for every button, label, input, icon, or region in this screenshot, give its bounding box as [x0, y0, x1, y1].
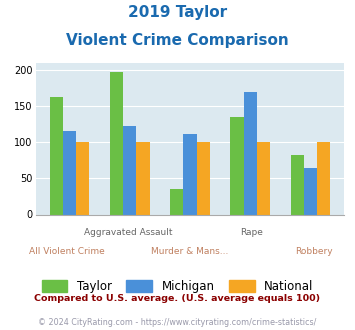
Text: Compared to U.S. average. (U.S. average equals 100): Compared to U.S. average. (U.S. average …: [34, 294, 321, 303]
Bar: [123, 126, 136, 214]
Bar: [290, 155, 304, 214]
Bar: [244, 92, 257, 214]
Legend: Taylor, Michigan, National: Taylor, Michigan, National: [37, 275, 318, 298]
Bar: [230, 117, 244, 214]
Text: 2019 Taylor: 2019 Taylor: [128, 5, 227, 20]
Bar: [257, 142, 270, 214]
Text: Aggravated Assault: Aggravated Assault: [84, 228, 173, 237]
Bar: [136, 142, 149, 214]
Bar: [183, 134, 197, 214]
Bar: [197, 142, 210, 214]
Bar: [110, 72, 123, 215]
Bar: [50, 97, 63, 214]
Bar: [63, 131, 76, 214]
Text: All Violent Crime: All Violent Crime: [28, 248, 104, 256]
Text: Violent Crime Comparison: Violent Crime Comparison: [66, 33, 289, 48]
Bar: [317, 142, 330, 214]
Bar: [170, 189, 183, 214]
Bar: [76, 142, 89, 214]
Text: © 2024 CityRating.com - https://www.cityrating.com/crime-statistics/: © 2024 CityRating.com - https://www.city…: [38, 318, 317, 327]
Text: Rape: Rape: [240, 228, 263, 237]
Text: Robbery: Robbery: [295, 248, 332, 256]
Text: Murder & Mans...: Murder & Mans...: [151, 248, 229, 256]
Bar: [304, 168, 317, 215]
